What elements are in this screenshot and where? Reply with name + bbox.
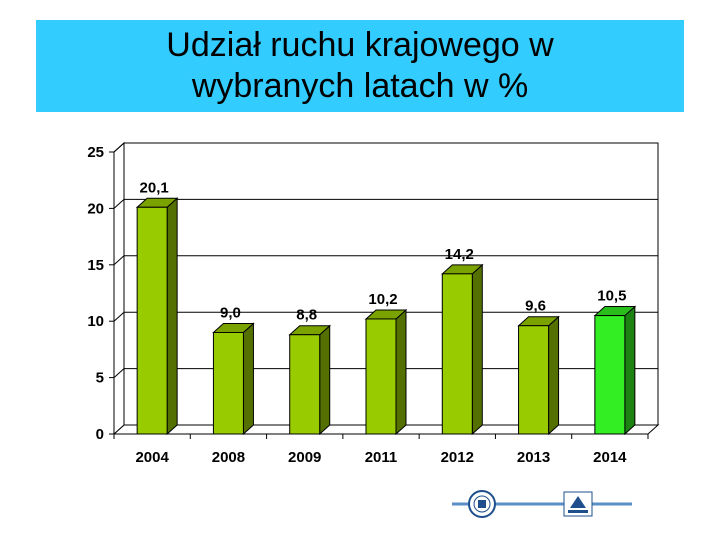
x-tick-label-2004: 2004 (135, 449, 169, 466)
y-tick-label: 20 (87, 200, 104, 217)
gridline-side (113, 199, 125, 209)
bar-2014 (594, 315, 626, 435)
university-seal-icon (468, 490, 496, 518)
y-tick-label: 10 (87, 313, 104, 330)
x-tick-label-2009: 2009 (288, 449, 321, 466)
bar-2013 (518, 325, 550, 435)
footer-logos-svg (452, 490, 632, 518)
data-label-2008: 9,0 (220, 304, 241, 321)
gridline-side (113, 311, 125, 322)
title-band: Udział ruchu krajowego w wybranych latac… (36, 20, 684, 112)
bar-2008 (212, 331, 244, 435)
data-label-2009: 8,8 (296, 307, 317, 324)
y-tick-label: 0 (96, 426, 104, 443)
y-tick-label: 25 (87, 144, 104, 161)
plot-side-wall (113, 141, 125, 436)
gridline-side (113, 368, 125, 378)
gridline-side (113, 142, 125, 153)
y-tick-label: 15 (87, 257, 104, 274)
bar-chart: 0 5 10 15 20 25 20,1 2004 9,0 2008 8,8 2009 10,2 2011… (58, 138, 662, 474)
bar-chart-svg: 0 5 10 15 20 25 20,1 2004 9,0 2008 8,8 2009 10,2 2011… (87, 141, 660, 466)
title-line-1: Udział ruchu krajowego w (166, 26, 554, 64)
data-label-2004: 20,1 (140, 179, 169, 196)
data-label-2013: 9,6 (525, 298, 546, 315)
x-tick-label-2012: 2012 (441, 449, 474, 466)
institute-logo-icon (563, 491, 593, 517)
data-label-2011: 10,2 (368, 291, 397, 308)
bar-side-2008 (242, 322, 254, 436)
bar-side-2014 (624, 305, 636, 436)
title-line-2: wybranych latach w % (191, 67, 529, 105)
data-label-2014: 10,5 (597, 288, 626, 305)
x-tick-label-2013: 2013 (517, 449, 550, 466)
x-tick-label-2011: 2011 (365, 449, 398, 466)
bar-side-2011 (395, 308, 407, 436)
bar-2011 (365, 318, 397, 435)
footer-logos (452, 488, 632, 520)
bar-side-2013 (548, 315, 560, 436)
bar-2009 (289, 334, 321, 435)
data-label-2012: 14,2 (445, 246, 474, 263)
slide-title: Udział ruchu krajowego w wybranych latac… (166, 25, 553, 107)
x-tick-label-2008: 2008 (212, 449, 245, 466)
bar-2004 (136, 206, 168, 435)
x-tick-label-2014: 2014 (593, 449, 627, 466)
y-tick-label: 5 (96, 370, 104, 387)
bar-2012 (441, 273, 473, 435)
bar-side-2012 (471, 263, 483, 436)
gridline-side (113, 255, 125, 266)
bar-side-2004 (166, 197, 178, 436)
bar-side-2009 (319, 324, 331, 436)
